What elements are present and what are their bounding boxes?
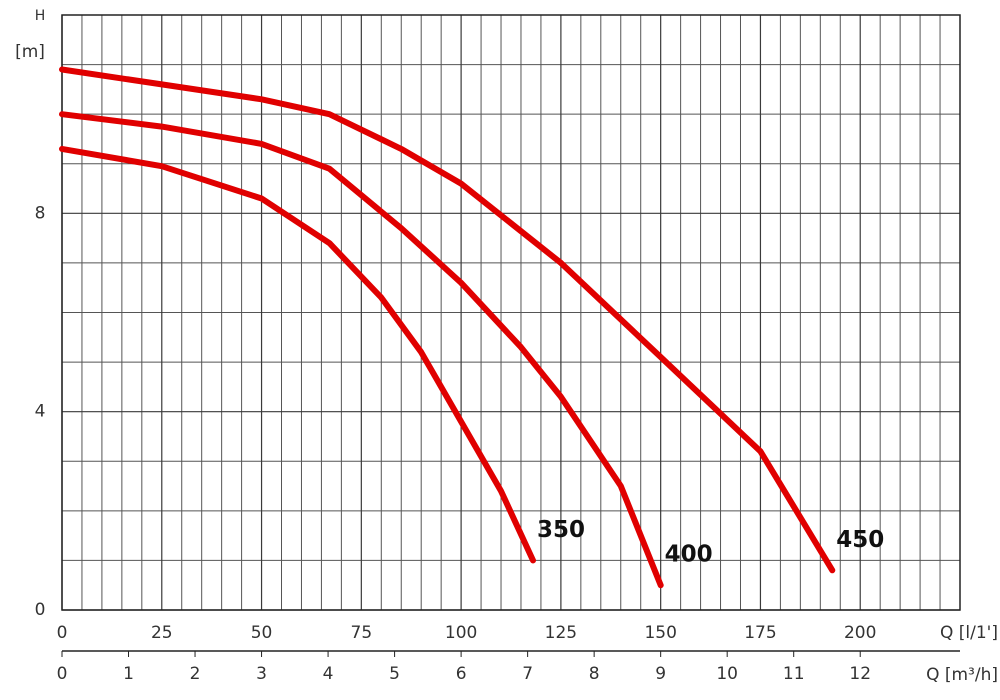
x2-tick-label: 7 <box>522 664 533 684</box>
series-label: 350 <box>537 517 585 543</box>
curve <box>59 66 836 574</box>
x2-tick-label: 1 <box>123 664 134 684</box>
curve <box>59 111 664 589</box>
x-tick-label: 50 <box>251 623 273 643</box>
x-axis-label: Q [l/1'] <box>940 623 998 643</box>
plot-frame <box>61 14 961 611</box>
x-tick-label: 200 <box>844 623 876 643</box>
x-tick-label: 75 <box>351 623 373 643</box>
x-tick-label: 0 <box>57 623 68 643</box>
x2-tick-label: 8 <box>589 664 600 684</box>
y-axis-label: H <box>35 8 46 24</box>
x-tick-label: 25 <box>151 623 173 643</box>
x2-tick-label: 11 <box>783 664 805 684</box>
x-tick-label: 125 <box>545 623 577 643</box>
y-axis-unit: [m] <box>15 42 45 62</box>
x2-tick-label: 12 <box>849 664 871 684</box>
series-label: 400 <box>665 542 713 568</box>
x2-tick-label: 0 <box>57 664 68 684</box>
x2-tick-label: 6 <box>456 664 467 684</box>
y-tick-label: 4 <box>35 402 46 422</box>
x2-tick-label: 10 <box>716 664 738 684</box>
curve <box>59 145 536 564</box>
x2-tick-label: 3 <box>256 664 267 684</box>
x2-axis-label: Q [m³/h] <box>926 665 998 685</box>
y-tick-label: 8 <box>35 203 46 223</box>
x-tick-label: 150 <box>644 623 676 643</box>
x-tick-label: 100 <box>445 623 477 643</box>
x2-tick-label: 4 <box>323 664 334 684</box>
x-tick-label: 175 <box>744 623 776 643</box>
x2-tick-label: 5 <box>389 664 400 684</box>
x2-tick-label: 2 <box>190 664 201 684</box>
series-label: 450 <box>836 527 884 553</box>
y-tick-label: 0 <box>35 600 46 620</box>
x2-tick-label: 9 <box>655 664 666 684</box>
